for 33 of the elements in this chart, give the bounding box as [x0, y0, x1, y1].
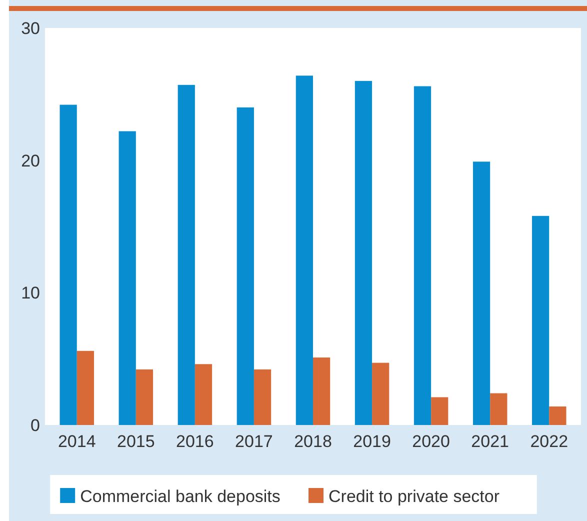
legend-label: Commercial bank deposits: [80, 486, 280, 506]
x-tick-label: 2021: [471, 432, 510, 451]
x-tick-label: 2022: [530, 432, 568, 451]
bar: [354, 80, 372, 425]
x-tick-label: 2015: [116, 432, 155, 451]
bar: [296, 76, 313, 425]
bar: [490, 393, 508, 425]
y-tick-label: 0: [30, 416, 40, 435]
bar: [194, 364, 212, 425]
y-tick-label: 30: [21, 18, 40, 38]
bar: [313, 358, 330, 425]
x-tick-label: 2020: [412, 432, 450, 451]
bar: [414, 86, 432, 425]
bar: [431, 397, 448, 425]
bar: [236, 107, 254, 425]
bar: [372, 362, 390, 425]
bar: [178, 84, 195, 425]
legend-label: Credit to private sector: [328, 486, 500, 506]
bar: [76, 350, 94, 425]
bar: [118, 131, 136, 425]
y-tick-label: 10: [21, 284, 40, 303]
bar: [549, 406, 566, 425]
x-tick-label: 2017: [235, 432, 273, 451]
bar: [472, 162, 490, 425]
bar: [254, 369, 272, 425]
x-tick-label: 2016: [176, 432, 214, 451]
bar: [60, 104, 77, 425]
y-tick-label: 20: [21, 151, 40, 170]
x-tick-label: 2018: [294, 432, 332, 451]
bar: [532, 216, 550, 425]
x-tick-label: 2014: [58, 432, 96, 451]
x-tick-label: 2019: [353, 432, 391, 451]
bar: [136, 369, 154, 425]
